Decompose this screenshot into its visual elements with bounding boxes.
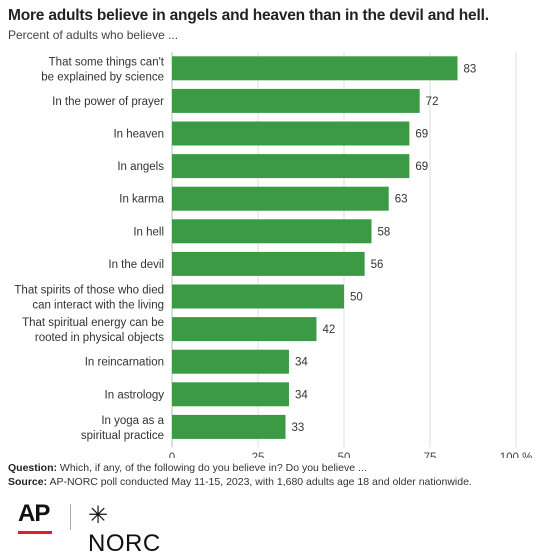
category-label-line: In the power of prayer: [52, 96, 164, 108]
x-tick-label: 25: [252, 452, 265, 458]
category-label: In hell: [133, 226, 164, 238]
x-tick-label: 50: [338, 452, 351, 458]
category-label-line: rooted in physical objects: [35, 332, 164, 344]
category-label-line: can interact with the living: [32, 300, 164, 312]
category-label-line: In yoga as a: [101, 415, 164, 427]
bar: [172, 251, 365, 276]
category-label-line: spiritual practice: [81, 430, 164, 442]
value-label: 69: [415, 129, 428, 141]
category-label: In astrology: [105, 389, 165, 401]
category-label: That spiritual energy can be rooted in ph…: [22, 317, 164, 344]
value-label: 34: [295, 357, 308, 369]
x-tick-label: 100 %: [500, 452, 533, 458]
bar: [172, 56, 458, 81]
question-label: Question:: [8, 462, 57, 474]
category-label-line: In karma: [119, 194, 164, 206]
source-text: AP-NORC poll conducted May 11-15, 2023, …: [49, 476, 472, 488]
category-label: That spirits of those who died can intera…: [14, 285, 164, 312]
chart-notes: Question: Which, if any, of the followin…: [8, 461, 472, 489]
chart-subtitle: Percent of adults who believe ...: [8, 28, 179, 42]
value-label: 34: [295, 389, 308, 401]
logo-divider: [70, 504, 71, 530]
bar: [172, 349, 289, 374]
value-label: 33: [292, 422, 305, 434]
category-label: In the power of prayer: [52, 96, 164, 108]
category-label: In karma: [119, 194, 164, 206]
value-label: 56: [371, 259, 384, 271]
category-label: In reincarnation: [85, 357, 164, 369]
bar: [172, 317, 317, 342]
category-label-line: In angels: [117, 161, 164, 173]
category-label: In the devil: [108, 259, 164, 271]
category-label: That some things can't be explained by sc…: [41, 56, 165, 83]
category-label-line: That spiritual energy can be: [22, 317, 164, 329]
category-label-line: In reincarnation: [85, 357, 164, 369]
bar-chart: 83 That some things can't be explained by …: [14, 52, 533, 458]
norc-text: NORC: [88, 530, 161, 557]
ap-logo-underline: [18, 531, 52, 534]
norc-star-icon: ✳: [88, 502, 109, 529]
norc-logo: ✳NORC: [88, 501, 161, 558]
question-text: Which, if any, of the following do you b…: [59, 462, 367, 474]
value-label: 50: [350, 292, 363, 304]
bar: [172, 284, 344, 309]
value-label: 72: [426, 96, 439, 108]
ap-logo: AP: [18, 500, 50, 527]
value-label: 58: [378, 226, 391, 238]
category-label-line: In heaven: [113, 129, 164, 141]
category-label-line: That some things can't: [49, 56, 165, 68]
bar: [172, 219, 372, 244]
value-label: 83: [464, 63, 477, 75]
bar: [172, 382, 289, 407]
value-label: 69: [415, 161, 428, 173]
x-tick-label: 0: [169, 452, 175, 458]
value-label: 63: [395, 194, 408, 206]
value-label: 42: [322, 324, 335, 336]
category-label-line: be explained by science: [41, 71, 164, 83]
bar: [172, 414, 286, 439]
bar: [172, 88, 420, 113]
category-label: In angels: [117, 161, 164, 173]
bar: [172, 154, 410, 179]
category-label: In heaven: [113, 129, 164, 141]
category-label-line: In the devil: [108, 259, 164, 271]
bar: [172, 186, 389, 211]
bar: [172, 121, 410, 146]
x-tick-label: 75: [424, 452, 437, 458]
category-label-line: In astrology: [105, 389, 165, 401]
category-label-line: In hell: [133, 226, 164, 238]
source-note: Source: AP-NORC poll conducted May 11-15…: [8, 475, 472, 489]
source-label: Source:: [8, 476, 48, 488]
category-label-line: That spirits of those who died: [14, 285, 164, 297]
chart-title: More adults believe in angels and heaven…: [8, 7, 489, 24]
category-label: In yoga as a spiritual practice: [81, 415, 165, 442]
question-note: Question: Which, if any, of the followin…: [8, 461, 472, 475]
